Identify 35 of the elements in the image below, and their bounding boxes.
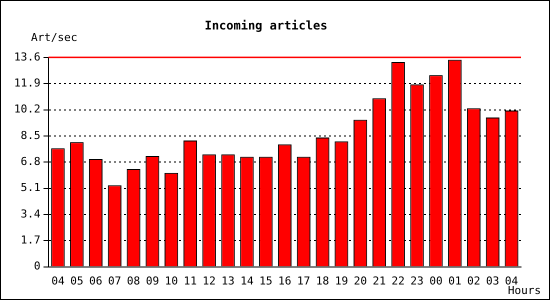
y-tick-label: 10.2 bbox=[14, 102, 40, 116]
y-tick-label: 13.6 bbox=[14, 50, 40, 64]
x-tick-label: 08 bbox=[126, 274, 140, 288]
y-tick-label: 6.8 bbox=[20, 154, 40, 168]
x-tick-label: 20 bbox=[354, 274, 367, 288]
y-tick-label: 3.4 bbox=[20, 207, 41, 220]
x-tick-label: 06 bbox=[89, 274, 102, 288]
x-tick-label: 13 bbox=[221, 274, 235, 288]
y-tick-label: 11.9 bbox=[14, 76, 40, 90]
y-tick-label: 5.1 bbox=[20, 181, 40, 194]
x-tick-label: 07 bbox=[108, 274, 122, 288]
x-tick-label: 16 bbox=[278, 274, 292, 288]
x-tick-label: 10 bbox=[164, 274, 178, 288]
x-tick-label: 14 bbox=[240, 274, 254, 288]
x-tick-label: 22 bbox=[392, 274, 405, 288]
x-tick-label: 00 bbox=[429, 274, 443, 288]
x-tick-label: 15 bbox=[259, 274, 272, 288]
x-tick-label: 19 bbox=[334, 274, 348, 288]
x-tick-label: 11 bbox=[184, 274, 197, 288]
chart-title: Incoming articles bbox=[204, 18, 328, 32]
y-tick-label: 8.5 bbox=[20, 128, 40, 142]
x-tick-label: 04 bbox=[51, 274, 65, 288]
x-tick-label: 09 bbox=[146, 274, 160, 288]
x-tick-label: 18 bbox=[316, 274, 330, 288]
y-tick-label: 0 bbox=[34, 260, 40, 273]
y-tick-label: 1.7 bbox=[20, 233, 40, 246]
x-tick-label: 01 bbox=[448, 274, 462, 288]
y-axis-title: Art/sec bbox=[31, 31, 78, 44]
x-tick-label: 23 bbox=[410, 274, 424, 288]
x-tick-label: 03 bbox=[486, 274, 500, 288]
x-tick-label: 02 bbox=[467, 274, 480, 288]
x-tick-label: 17 bbox=[297, 274, 310, 288]
x-tick-label: 05 bbox=[70, 274, 84, 288]
x-tick-label: 12 bbox=[202, 274, 216, 288]
x-tick-label: 21 bbox=[372, 274, 386, 288]
